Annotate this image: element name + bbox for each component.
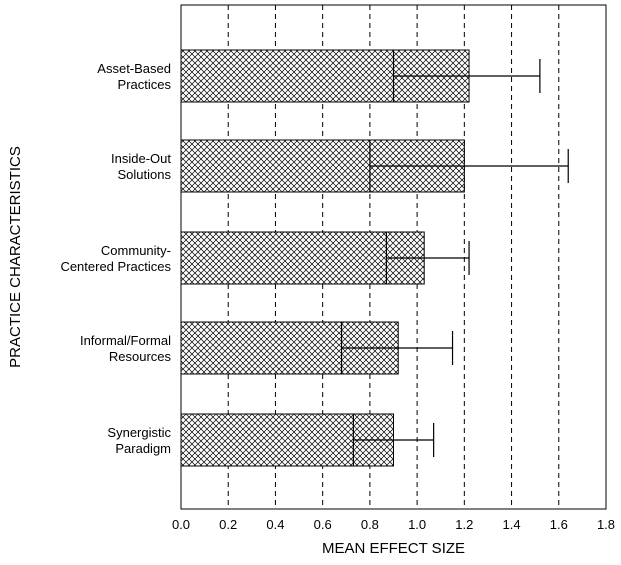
x-tick-label: 1.6 <box>550 517 568 532</box>
category-label: Community-Centered Practices <box>60 243 171 274</box>
x-tick-label: 1.0 <box>408 517 426 532</box>
category-label: Informal/Formal Resources <box>80 333 172 364</box>
bars <box>180 49 470 467</box>
category-label-line: Informal/Formal <box>80 333 171 348</box>
x-tick-label: 0.4 <box>266 517 284 532</box>
x-tick-label: 0.6 <box>314 517 332 532</box>
x-tick-labels: 0.0 0.2 0.4 0.6 0.8 1.0 1.2 1.4 1.6 1.8 <box>172 517 615 532</box>
category-label-line: Synergistic <box>107 425 171 440</box>
x-tick-label: 0.8 <box>361 517 379 532</box>
category-label-line: Resources <box>109 349 172 364</box>
category-label-line: Solutions <box>118 167 172 182</box>
category-label-line: Centered Practices <box>60 259 171 274</box>
category-label-line: Inside-Out <box>111 151 171 166</box>
category-label: Synergistic Paradigm <box>107 425 171 456</box>
plot-frame <box>180 4 607 510</box>
y-axis-title: PRACTICE CHARACTERISTICS <box>7 146 24 368</box>
category-labels: Asset-Based Practices Inside-Out Solutions C… <box>60 61 171 456</box>
x-tick-label: 0.0 <box>172 517 190 532</box>
x-axis-title: MEAN EFFECT SIZE <box>322 540 465 557</box>
x-tick-label: 1.4 <box>503 517 521 532</box>
category-label: Asset-Based Practices <box>97 61 171 92</box>
x-tick-label: 1.8 <box>597 517 615 532</box>
category-label-line: Community- <box>101 243 171 258</box>
category-label-line: Practices <box>118 77 172 92</box>
x-tick-label: 0.2 <box>219 517 237 532</box>
category-label-line: Paradigm <box>115 441 171 456</box>
error-bars <box>340 50 569 466</box>
category-label: Inside-Out Solutions <box>111 151 171 182</box>
x-tick-label: 1.2 <box>455 517 473 532</box>
category-label-line: Asset-Based <box>97 61 171 76</box>
